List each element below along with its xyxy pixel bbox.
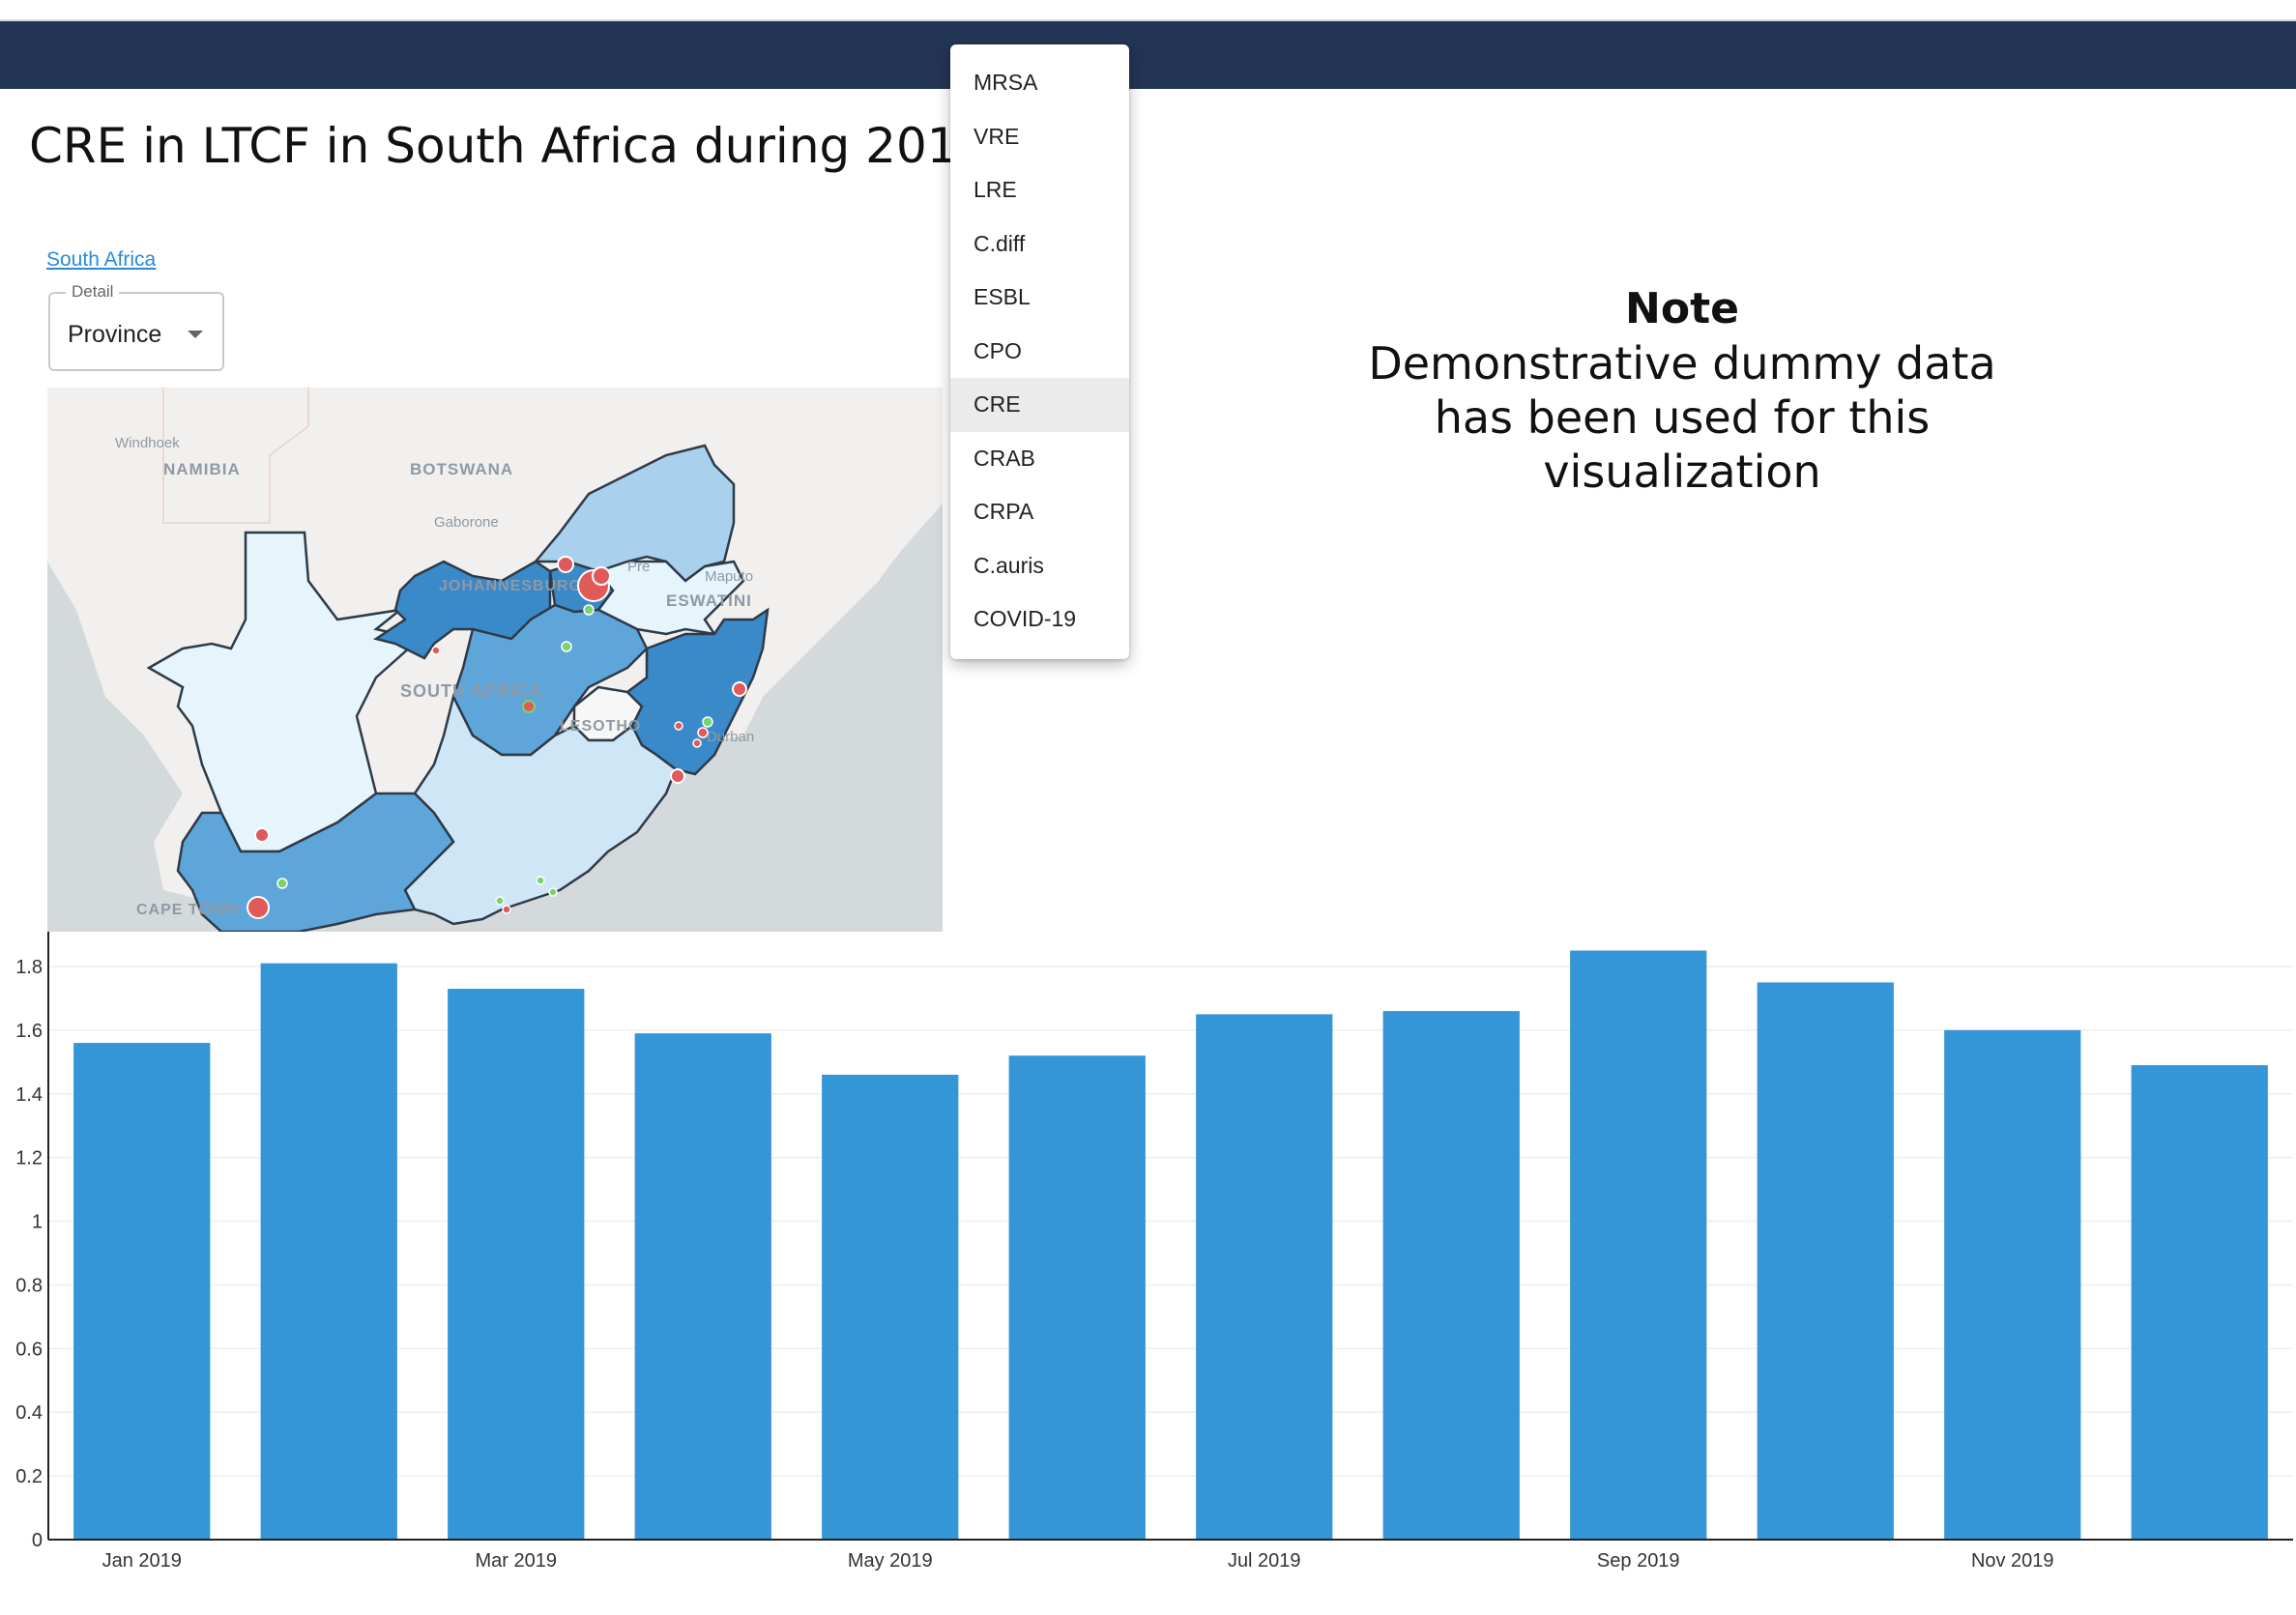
dropdown-item-covid-19[interactable]: COVID-19	[974, 606, 1077, 631]
map-label-cape-town: CAPE TOWN	[136, 902, 239, 918]
x-tick-label: Sep 2019	[1597, 1550, 1680, 1572]
y-tick-label: 0.2	[15, 1466, 43, 1487]
note-panel: Note Demonstrative dummy data has been u…	[1295, 282, 2069, 499]
map-label-pretoria: Pre	[627, 559, 650, 575]
map-label-eswatini: ESWATINI	[666, 591, 752, 610]
marker-green[interactable]	[548, 887, 558, 897]
marker-red[interactable]	[592, 566, 611, 586]
y-tick-label: 0.6	[15, 1339, 43, 1360]
y-tick-label: 1	[32, 1212, 43, 1233]
bar-jan-2019[interactable]	[73, 1043, 211, 1540]
bar-oct-2019[interactable]	[1757, 982, 1894, 1540]
note-line-1: Demonstrative dummy data	[1368, 337, 1996, 389]
y-tick-label: 0.4	[15, 1402, 43, 1424]
marker-red[interactable]	[670, 768, 685, 784]
x-tick-label: Nov 2019	[1971, 1550, 2054, 1572]
dropdown-item-cre[interactable]: CRE	[950, 378, 1129, 432]
province-kwazulu-natal[interactable]	[625, 607, 770, 776]
y-tick-label: 1.4	[15, 1084, 43, 1106]
map-markers[interactable]	[247, 556, 747, 919]
dropdown-item-crpa[interactable]: CRPA	[974, 499, 1034, 524]
map-canvas[interactable]: Windhoek NAMIBIA BOTSWANA Gaborone JOHAN…	[47, 388, 943, 932]
marker-green[interactable]	[495, 896, 505, 906]
y-tick-label: 0	[32, 1530, 43, 1551]
y-tick-label: 1.8	[15, 957, 43, 978]
province-western-cape[interactable]	[176, 792, 455, 932]
marker-red[interactable]	[732, 681, 747, 697]
marker-red[interactable]	[692, 738, 702, 748]
note-title: Note	[1625, 284, 1739, 333]
dropdown-item-esbl[interactable]: ESBL	[974, 284, 1031, 309]
marker-red[interactable]	[431, 646, 441, 655]
y-tick-label: 1.2	[15, 1148, 43, 1169]
marker-red[interactable]	[674, 721, 683, 731]
dropdown-item-vre[interactable]: VRE	[974, 123, 1020, 149]
dropdown-item-mrsa[interactable]: MRSA	[974, 70, 1038, 95]
detail-select-legend: Detail	[66, 282, 120, 302]
bar-jul-2019[interactable]	[1196, 1014, 1333, 1540]
monthly-bar-chart: 0 0.2 0.4 0.6 0.8 1 1.2 1.4 1.6 1.8 Jan 2019 Mar 20…	[0, 928, 2296, 1595]
dropdown-item-cauris[interactable]: C.auris	[974, 552, 1044, 578]
x-tick-label: Mar 2019	[476, 1550, 558, 1572]
map-label-windhoek: Windhoek	[115, 435, 180, 451]
map-label-durban: Durban	[707, 729, 754, 745]
marker-red[interactable]	[254, 827, 270, 843]
pathogen-dropdown-menu[interactable]: MRSA VRE LRE C.diff ESBL CPO CRE CRAB CR…	[950, 44, 1129, 659]
marker-green[interactable]	[702, 716, 713, 728]
map-label-south-africa: SOUTH AFRICA	[400, 681, 542, 701]
marker-red[interactable]	[522, 700, 536, 713]
bar-sep-2019[interactable]	[1570, 950, 1707, 1540]
marker-green[interactable]	[583, 604, 595, 616]
dropdown-item-cpo[interactable]: CPO	[974, 337, 1022, 363]
caret-down-icon	[188, 331, 203, 338]
map-label-johannesburg: JOHANNESBURG	[439, 578, 582, 594]
detail-select[interactable]: Detail Province	[48, 282, 224, 371]
y-tick-label: 1.6	[15, 1021, 43, 1042]
dropdown-item-cdiff[interactable]: C.diff	[974, 230, 1026, 256]
browser-top-strip	[0, 0, 2296, 21]
bar-mar-2019[interactable]	[448, 989, 585, 1540]
breadcrumb-south-africa[interactable]: South Africa	[46, 248, 157, 271]
map-label-namibia: NAMIBIA	[163, 460, 241, 478]
bar-apr-2019[interactable]	[634, 1033, 771, 1540]
bar-nov-2019[interactable]	[1944, 1029, 2081, 1540]
bar-aug-2019[interactable]	[1382, 1011, 1520, 1540]
map-label-botswana: BOTSWANA	[410, 460, 513, 478]
x-tick-label: Jan 2019	[102, 1550, 182, 1572]
choropleth-map[interactable]: Windhoek NAMIBIA BOTSWANA Gaborone JOHAN…	[47, 388, 943, 932]
bar-dec-2019[interactable]	[2131, 1065, 2268, 1540]
map-label-maputo: Maputo	[705, 568, 753, 585]
x-tick-label: May 2019	[848, 1550, 933, 1572]
dropdown-item-crab[interactable]: CRAB	[974, 445, 1035, 471]
marker-red[interactable]	[697, 727, 709, 738]
map-label-lesotho: LESOTHO	[560, 718, 641, 735]
dropdown-item-lre[interactable]: LRE	[974, 177, 1017, 202]
map-label-gaborone: Gaborone	[434, 514, 499, 531]
marker-green[interactable]	[561, 641, 572, 652]
detail-select-value: Province	[68, 321, 162, 348]
x-tick-label: Jul 2019	[1228, 1550, 1301, 1572]
bar-feb-2019[interactable]	[260, 963, 397, 1540]
marker-red[interactable]	[502, 905, 511, 914]
bar-jun-2019[interactable]	[1008, 1055, 1146, 1540]
bar-chart-canvas: 0 0.2 0.4 0.6 0.8 1 1.2 1.4 1.6 1.8 Jan 2019 Mar 20…	[15, 932, 2293, 1572]
bar-may-2019[interactable]	[822, 1075, 959, 1540]
y-tick-label: 0.8	[15, 1275, 43, 1296]
top-navbar	[0, 21, 2296, 89]
marker-red[interactable]	[247, 896, 270, 919]
marker-red[interactable]	[557, 556, 574, 573]
map-border-namibia	[162, 388, 309, 524]
marker-green[interactable]	[536, 876, 545, 885]
note-line-3: visualization	[1543, 446, 1821, 498]
marker-green[interactable]	[276, 878, 288, 889]
page-title: CRE in LTCF in South Africa during 2019	[29, 118, 989, 174]
note-line-2: has been used for this	[1434, 391, 1931, 444]
